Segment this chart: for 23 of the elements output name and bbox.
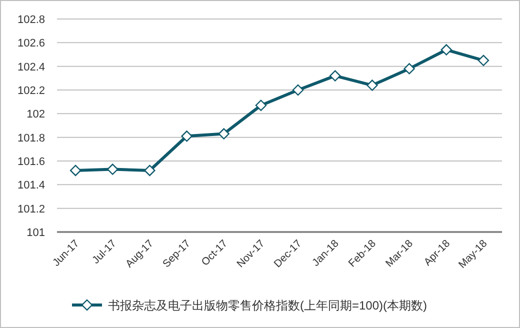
y-tick-label: 102 (26, 108, 45, 121)
point (292, 84, 304, 96)
y-tick-label: 102.8 (17, 14, 45, 26)
point (144, 164, 156, 176)
point (330, 70, 341, 82)
y-tick-label: 102.2 (17, 85, 45, 97)
y-tick-label: 102.4 (17, 61, 45, 74)
point (440, 44, 452, 56)
point (255, 100, 267, 111)
y-tick-label: 101.4 (17, 180, 45, 192)
y-tick-label: 101.6 (17, 156, 45, 168)
point (107, 164, 118, 175)
point (70, 164, 82, 176)
legend-label: 书报杂志及电子出版物零售价格指数(上年同期=100)(本期数) (108, 298, 428, 312)
point (404, 63, 415, 74)
y-tick-label: 101.2 (17, 203, 45, 216)
point (366, 80, 378, 91)
y-tick-label: 101.8 (17, 132, 45, 144)
point (478, 54, 490, 66)
y-tick-label: 101 (26, 227, 45, 239)
point (181, 130, 192, 142)
y-tick-label: 102.6 (17, 38, 45, 50)
point (218, 128, 230, 140)
